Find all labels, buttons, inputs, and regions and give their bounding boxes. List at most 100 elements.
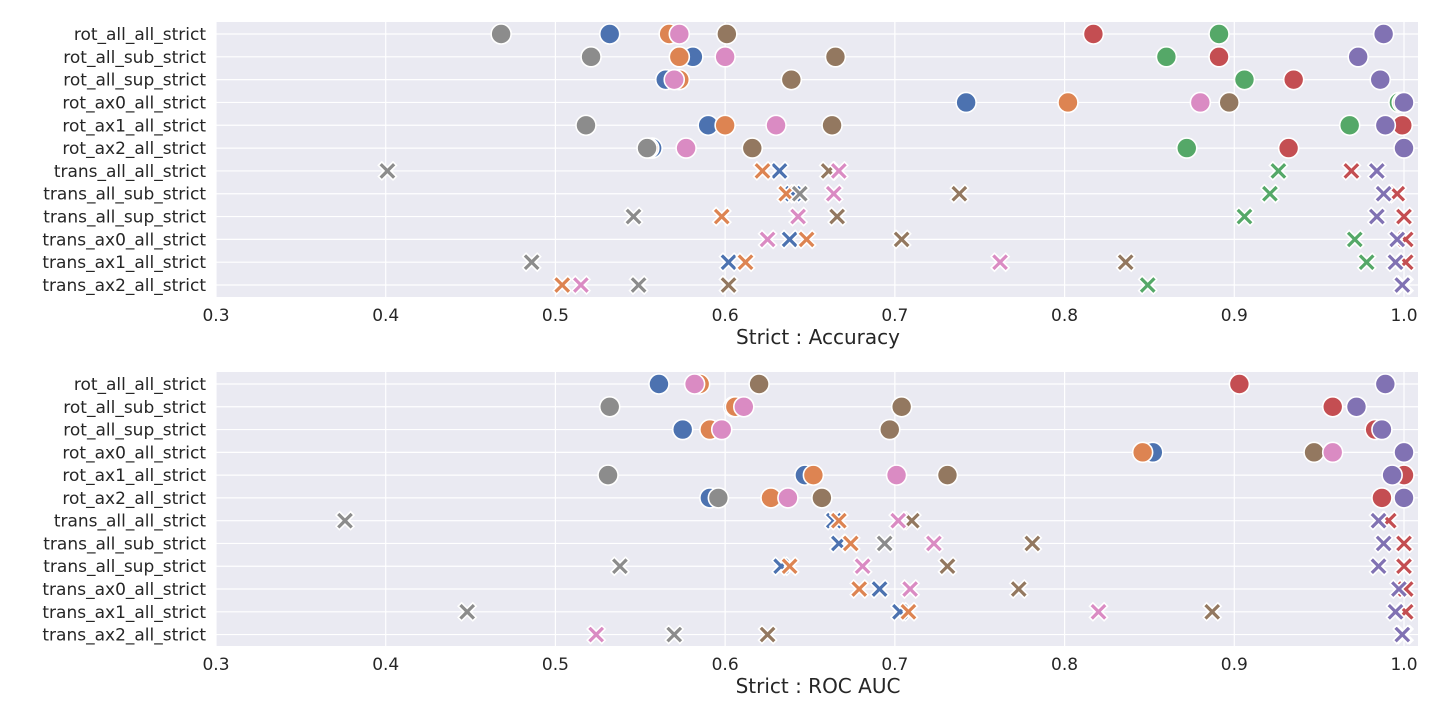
data-point-circle [1371, 487, 1393, 509]
data-point-circle [936, 464, 959, 486]
data-point-circle [598, 395, 621, 418]
data-point-x [779, 556, 800, 577]
data-point-circle [597, 464, 619, 486]
data-point-x [757, 624, 778, 645]
x-tick-label: 0.8 [1051, 655, 1078, 675]
y-tick-label: trans_all_sub_strict [43, 185, 206, 205]
data-point-circle [716, 23, 738, 45]
y-tick-label: rot_all_sub_strict [63, 48, 206, 68]
data-point-circle [1277, 137, 1300, 159]
data-point-circle [1155, 46, 1178, 68]
data-point-circle [1208, 23, 1230, 45]
data-point-circle [741, 137, 764, 159]
data-point-circle [1131, 441, 1154, 464]
data-point-x [1385, 252, 1406, 273]
y-tick-label: trans_all_sup_strict [43, 208, 206, 228]
data-point-x [796, 229, 817, 250]
data-point-x [874, 533, 895, 554]
data-point-x [718, 274, 739, 296]
data-point-circle [1381, 464, 1403, 486]
data-point-x [1387, 229, 1408, 250]
y-tick-label: trans_ax2_all_strict [42, 276, 206, 296]
y-tick-label: rot_ax2_all_strict [62, 139, 206, 159]
x-tick-label: 0.5 [542, 655, 569, 675]
y-tick-label: trans_ax0_all_strict [42, 580, 206, 600]
data-point-x [1202, 601, 1223, 622]
data-point-circle [1393, 487, 1415, 509]
data-point-x [840, 533, 861, 554]
data-point-circle [714, 46, 736, 68]
data-point-circle [777, 487, 799, 509]
plot-area [216, 372, 1418, 646]
data-point-circle [733, 395, 755, 418]
y-tick-label: rot_all_all_strict [74, 25, 206, 45]
y-tick-label: trans_all_sub_strict [43, 534, 206, 554]
data-point-x [827, 206, 848, 227]
data-point-x [570, 274, 592, 296]
data-point-circle [683, 373, 706, 395]
data-point-x [789, 183, 810, 204]
x-tick-label: 0.8 [1051, 306, 1078, 326]
x-tick-label: 0.4 [372, 306, 399, 326]
data-point-x [828, 510, 849, 531]
data-point-x [1368, 510, 1389, 531]
data-point-x [457, 601, 478, 622]
y-tick-label: rot_ax1_all_strict [62, 466, 206, 486]
data-point-circle [1321, 441, 1344, 464]
data-point-circle [878, 418, 901, 441]
data-point-x [828, 160, 849, 182]
data-point-x [1344, 229, 1365, 250]
x-tick-label: 0.3 [202, 655, 229, 675]
data-point-x [949, 183, 970, 204]
data-point-x [521, 252, 542, 273]
data-point-x [623, 206, 644, 227]
data-point-circle [765, 114, 787, 137]
data-point-x [1088, 601, 1109, 622]
accuracy-panel: 0.3 0.4 0.5 0.6 0.7 0.8 0.9 1.0 rot_all_all_stri… [42, 22, 1418, 349]
data-point-x [1385, 601, 1406, 622]
y-tick-label: trans_ax2_all_strict [42, 626, 206, 646]
data-point-circle [780, 68, 803, 91]
y-tick-label: rot_all_sub_strict [63, 398, 206, 418]
y-tick-label: rot_ax1_all_strict [62, 116, 206, 136]
data-point-circle [598, 23, 621, 45]
data-point-x [1373, 183, 1394, 204]
data-point-circle [671, 418, 694, 441]
y-tick-label: rot_ax2_all_strict [62, 489, 206, 509]
data-point-circle [748, 373, 770, 395]
x-tick-label: 0.6 [712, 655, 739, 675]
data-point-circle [648, 373, 670, 395]
data-point-circle [490, 23, 512, 45]
x-axis-label: Strict : ROC AUC [736, 674, 901, 698]
data-point-circle [1338, 114, 1361, 137]
data-point-circle [1393, 137, 1415, 159]
data-point-circle [668, 23, 691, 45]
data-point-x [923, 533, 945, 554]
y-tick-label: rot_all_sup_strict [63, 71, 206, 91]
data-point-x [1259, 183, 1281, 204]
data-point-x [1373, 533, 1394, 554]
data-point-x [1341, 160, 1362, 182]
data-point-x [1368, 556, 1389, 577]
data-point-circle [890, 395, 913, 418]
data-point-x [1008, 578, 1029, 600]
data-point-x [989, 252, 1011, 273]
x-tick-label: 0.9 [1221, 655, 1248, 675]
markers [334, 373, 1416, 645]
data-point-x [609, 556, 631, 577]
data-point-x [852, 556, 873, 577]
data-point-x [334, 510, 356, 531]
data-point-circle [1372, 23, 1395, 45]
data-point-x [752, 160, 773, 182]
data-point-x [1393, 206, 1415, 227]
data-point-x [823, 183, 844, 204]
data-point-circle [821, 114, 843, 137]
plot-area [216, 22, 1418, 297]
data-point-x [711, 206, 732, 227]
data-point-circle [675, 137, 697, 159]
x-tick-label: 0.7 [881, 655, 908, 675]
y-tick-label: trans_ax1_all_strict [42, 603, 206, 623]
x-tick-label: 0.4 [372, 655, 399, 675]
data-point-circle [710, 418, 733, 441]
